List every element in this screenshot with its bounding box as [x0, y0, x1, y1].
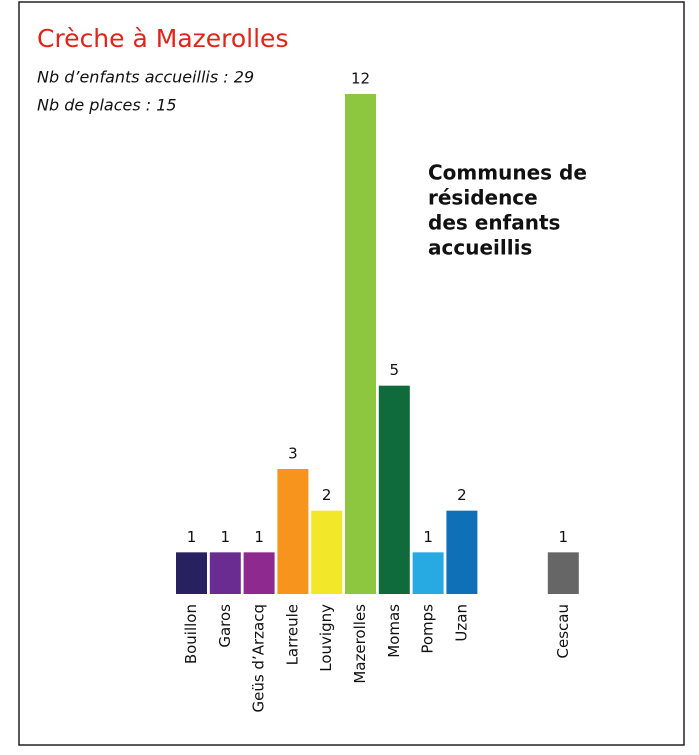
bar	[209, 552, 241, 594]
value-label: 1	[254, 528, 264, 546]
subtitle: Nb d’enfants accueillis : 29	[37, 68, 254, 87]
bar	[311, 510, 343, 594]
value-label: 5	[390, 361, 400, 379]
value-label: 3	[288, 445, 298, 463]
value-label: 1	[423, 528, 433, 546]
x-tick-label: Cescau	[554, 604, 572, 658]
bar	[277, 469, 309, 594]
annotation: des enfants	[428, 211, 560, 235]
x-tick-label: Mazerolles	[351, 604, 369, 684]
value-label: 1	[559, 528, 569, 546]
value-label: 2	[457, 486, 467, 504]
x-tick-label: Louvigny	[317, 604, 335, 672]
bar	[345, 94, 376, 594]
x-tick-label: Pomps	[419, 604, 437, 654]
x-tick-label: Larreule	[283, 604, 301, 665]
bar	[547, 552, 579, 594]
annotation: résidence	[428, 186, 538, 210]
value-label: 12	[351, 70, 370, 88]
annotation: accueillis	[428, 236, 532, 260]
bar	[412, 552, 444, 594]
x-tick-label: Momas	[385, 604, 403, 658]
x-tick-label: Geüs d’Arzacq	[250, 604, 268, 713]
bar	[446, 510, 478, 594]
bar	[378, 385, 410, 594]
x-tick-label: Garos	[216, 604, 234, 648]
value-label: 1	[221, 528, 231, 546]
x-tick-label: Bouillon	[182, 604, 200, 664]
value-label: 2	[322, 486, 332, 504]
value-label: 1	[187, 528, 197, 546]
subtitle: Nb de places : 15	[37, 96, 177, 115]
x-tick-label: Uzan	[452, 604, 470, 642]
annotation: Communes de	[428, 161, 587, 185]
bar	[176, 552, 207, 594]
chart-title: Crèche à Mazerolles	[37, 24, 288, 53]
bar	[243, 552, 275, 594]
